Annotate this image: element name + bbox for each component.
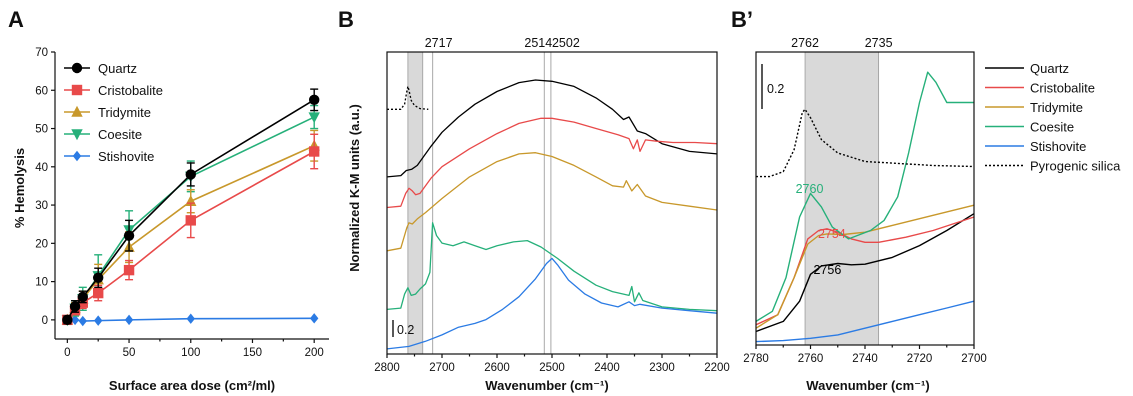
- panel-a-legend-label: Coesite: [98, 127, 142, 142]
- panel-bprime-xtick-label: 2720: [907, 353, 933, 365]
- panel-bprime-xtick-label: 2700: [961, 353, 987, 365]
- panel-a-point-quartz: [62, 314, 73, 326]
- panel-a-point-cristobalite: [92, 287, 104, 299]
- panel-a-legend-marker: [71, 62, 83, 74]
- panel-bprime-xtick-label: 2740: [852, 353, 878, 365]
- panel-b-line-quartz: [386, 79, 718, 178]
- panel-a-xtick-label: 100: [181, 347, 200, 359]
- panel-a-point-stishovite: [70, 314, 80, 326]
- legend-label-pyrogenic-silica: Pyrogenic silica: [1030, 159, 1121, 174]
- panel-bprime-letter: B’: [731, 7, 753, 32]
- panel-b-xtick-label: 2500: [539, 362, 565, 374]
- panel-bprime-line-quartz: [755, 213, 975, 333]
- panel-a-point-cristobalite: [123, 264, 135, 276]
- panel-a-point-cristobalite: [308, 146, 320, 157]
- panel-bprime-line-coesite: [755, 71, 974, 322]
- panel-a-legend-marker: [71, 129, 83, 141]
- panel-b-chart: 2717 2514 2502 2800 2700 2600 2500 2400 2300 2200…: [347, 36, 730, 393]
- panel-b-xtick-label: 2300: [649, 362, 675, 374]
- panel-bprime-peak-label: 2756: [813, 263, 841, 277]
- panel-b-reference-label: 2514: [524, 36, 552, 50]
- panel-a-legend-marker: [72, 150, 82, 162]
- legend-label-coesite: Coesite: [1030, 120, 1074, 135]
- panel-b-line-coesite: [386, 222, 718, 312]
- panel-b-line-cristobalite: [386, 117, 718, 209]
- panel-b-line-tridymite: [386, 152, 718, 252]
- panel-a-ytick-label: 30: [35, 200, 48, 212]
- panel-a-ytick-label: 40: [35, 162, 48, 174]
- panel-a-legend: Quartz Cristobalite Tridymite Coesite Stisho…: [64, 61, 163, 164]
- panel-bprime-peak-label: 2760: [796, 182, 824, 196]
- panel-a-xlabel: Surface area dose (cm²/ml): [109, 378, 275, 393]
- panel-a-series-stishovite: [63, 313, 319, 327]
- panel-b-line-stishovite: [386, 257, 718, 350]
- panel-a-legend-label: Quartz: [98, 61, 137, 76]
- legend-label-cristobalite: Cristobalite: [1030, 81, 1095, 96]
- panel-a-point-cristobalite: [185, 215, 196, 226]
- panel-a-ytick-label: 20: [35, 238, 48, 250]
- panel-a-ytick-label: 0: [42, 315, 48, 327]
- panel-a-xtick-label: 200: [305, 347, 324, 359]
- panel-bprime-xtick-label: 2760: [798, 353, 824, 365]
- panel-a-xtick-label: 0: [64, 347, 70, 359]
- spectra-legend: Quartz Cristobalite Tridymite Coesite Stisho…: [985, 61, 1121, 174]
- panel-a-point-quartz: [185, 169, 196, 180]
- panel-a-point-stishovite: [124, 314, 134, 326]
- legend-label-tridymite: Tridymite: [1030, 100, 1083, 115]
- panel-a-chart: 0 10 20 30 40 50 60 70 0 50 100 150 200 Surface area…: [12, 47, 329, 393]
- panel-a-legend-marker: [71, 105, 83, 117]
- panel-a-point-coesite: [308, 112, 320, 124]
- panel-bprime-xlabel: Wavenumber (cm⁻¹): [806, 378, 929, 393]
- panel-a-legend-marker: [71, 84, 83, 96]
- panel-bprime-line-stishovite: [755, 300, 975, 343]
- panel-bprime-peak-label: 2754: [818, 227, 846, 241]
- panel-a-legend-label: Stishovite: [98, 149, 154, 164]
- panel-bprime-band-label: 2762: [791, 36, 819, 50]
- panel-bprime-line-pyrogenic-silica: [756, 108, 975, 178]
- panel-a-legend-label: Cristobalite: [98, 83, 163, 98]
- legend-label-stishovite: Stishovite: [1030, 139, 1086, 154]
- panel-a-legend-label: Tridymite: [98, 105, 151, 120]
- panel-a-point-stishovite: [93, 315, 103, 326]
- panel-bprime-xtick-label: 2780: [743, 353, 769, 365]
- panel-bprime-line-tridymite: [755, 204, 975, 329]
- panel-a-ytick-label: 10: [35, 277, 48, 289]
- panel-bprime-shaded-band: [805, 52, 879, 345]
- panel-a-series-quartz: [62, 88, 320, 326]
- panel-bprime-band-label: 2735: [865, 36, 893, 50]
- panel-b-scale-bar-label: 0.2: [397, 323, 414, 337]
- panel-a-ytick-label: 70: [35, 47, 48, 59]
- panel-bprime-chart: 2762 2735 2760 2754 2756 2780 2760 2740 2720 2700…: [743, 36, 987, 393]
- legend-label-quartz: Quartz: [1030, 61, 1069, 76]
- panel-a-point-stishovite: [78, 315, 87, 327]
- panel-a-xtick-label: 50: [123, 347, 136, 359]
- panel-a-ytick-label: 60: [35, 85, 48, 97]
- panel-b-xtick-label: 2600: [484, 362, 510, 374]
- panel-b-reference-label: 2717: [425, 36, 453, 50]
- panel-b-reference-label: 2502: [552, 36, 580, 50]
- panel-b-line-pyrogenic-silica: [387, 85, 429, 110]
- panel-a-ytick-label: 50: [35, 124, 48, 136]
- panel-a-point-quartz: [77, 291, 88, 303]
- panel-b-letter: B: [338, 7, 354, 32]
- panel-bprime-scale-bar-label: 0.2: [767, 82, 784, 96]
- panel-a-letter: A: [8, 7, 24, 32]
- panel-b-shaded-band: [407, 52, 423, 354]
- panel-a-point-quartz: [69, 301, 81, 312]
- panel-a-xtick-label: 150: [243, 347, 262, 359]
- panel-a-point-quartz: [92, 272, 104, 283]
- panel-a-ylabel: % Hemolysis: [12, 148, 27, 228]
- panel-b-xtick-label: 2700: [429, 362, 455, 374]
- panel-b-xtick-label: 2200: [704, 362, 730, 374]
- panel-b-ylabel: Normalized K-M units (a.u.): [347, 104, 362, 272]
- panel-a-point-quartz: [123, 230, 135, 241]
- panel-a-point-stishovite: [309, 313, 319, 324]
- panel-b-xlabel: Wavenumber (cm⁻¹): [485, 378, 608, 393]
- panel-b-xtick-label: 2400: [594, 362, 620, 374]
- panel-a-point-quartz: [308, 94, 320, 106]
- panel-a-point-stishovite: [186, 313, 195, 324]
- panel-b-xtick-label: 2800: [374, 362, 400, 374]
